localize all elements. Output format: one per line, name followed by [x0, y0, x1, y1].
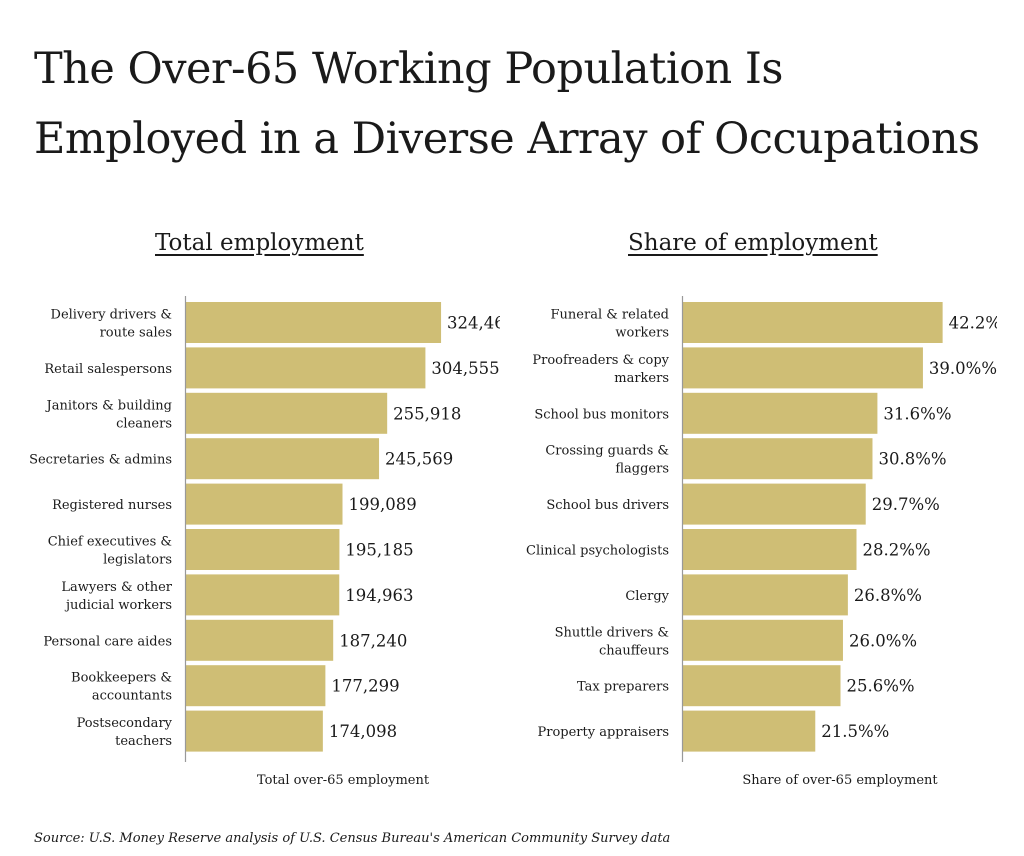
x-axis-label: Share of over-65 employment — [742, 773, 938, 788]
bar — [186, 574, 340, 616]
category-label: School bus drivers — [546, 498, 669, 513]
bar — [186, 619, 334, 661]
value-label: 21.5%% — [821, 722, 889, 741]
category-label: Shuttle drivers & — [555, 625, 669, 640]
category-label: Tax preparers — [577, 680, 669, 695]
value-label: 195,185 — [345, 541, 413, 560]
category-label: Funeral & related — [551, 308, 669, 323]
value-label: 324,460 — [447, 314, 500, 333]
bar — [186, 438, 380, 480]
share-employment-panel: Share of employment 42.2%% Funeral & rela… — [497, 222, 997, 802]
value-label: 174,098 — [329, 722, 397, 741]
value-label: 28.2%% — [862, 541, 930, 560]
bar — [683, 574, 848, 616]
category-label: accountants — [92, 689, 172, 704]
category-label: Retail salespersons — [44, 362, 172, 377]
bar — [683, 438, 873, 480]
bar — [683, 347, 923, 389]
value-label: 42.2%% — [949, 314, 997, 333]
category-label: Clinical psychologists — [526, 544, 669, 559]
bar — [186, 710, 323, 752]
share-employment-chart: 42.2%% Funeral & related workers 39.0%% Proo… — [526, 296, 997, 788]
value-label: 29.7%% — [872, 495, 940, 514]
bar — [683, 302, 943, 343]
bar — [186, 665, 326, 707]
value-label: 39.0%% — [929, 359, 997, 378]
category-label: Delivery drivers & — [51, 308, 172, 323]
category-label: Clergy — [625, 589, 669, 604]
total-employment-chart: 324,460 Delivery drivers & route sales 304,… — [29, 296, 500, 788]
bar — [683, 710, 816, 752]
value-label: 25.6%% — [846, 677, 914, 696]
share-employment-title: Share of employment — [628, 230, 878, 256]
value-label: 199,089 — [349, 495, 417, 514]
value-label: 304,555 — [431, 359, 499, 378]
category-label: judicial workers — [64, 598, 172, 613]
value-label: 31.6%% — [883, 404, 951, 423]
bar — [186, 347, 426, 389]
bar — [683, 529, 857, 570]
value-label: 255,918 — [393, 404, 461, 423]
bar — [683, 619, 843, 661]
value-label: 245,569 — [385, 450, 453, 469]
value-label: 26.0%% — [849, 631, 917, 650]
value-label: 30.8%% — [878, 450, 946, 469]
category-label: Janitors & building — [45, 398, 172, 413]
category-label: teachers — [115, 734, 172, 749]
bar — [186, 529, 340, 570]
category-label: Crossing guards & — [545, 444, 669, 459]
bar — [186, 302, 442, 343]
category-label: route sales — [100, 326, 172, 341]
bar — [683, 665, 841, 707]
bar — [683, 392, 878, 434]
category-label: flaggers — [615, 462, 669, 477]
category-label: Secretaries & admins — [29, 453, 172, 468]
total-employment-title: Total employment — [155, 230, 364, 256]
category-label: cleaners — [116, 416, 172, 431]
category-label: markers — [614, 371, 669, 386]
category-label: Proofreaders & copy — [532, 353, 669, 368]
bar — [186, 392, 388, 434]
source-note: Source: U.S. Money Reserve analysis of U… — [34, 831, 671, 846]
category-label: Lawyers & other — [61, 580, 172, 595]
category-label: Bookkeepers & — [71, 671, 172, 686]
bar — [683, 483, 866, 525]
total-employment-panel: Total employment 324,460 Delivery drivers… — [0, 222, 500, 802]
category-label: legislators — [103, 553, 172, 568]
value-label: 187,240 — [339, 631, 407, 650]
category-label: workers — [615, 326, 669, 341]
category-label: chauffeurs — [599, 643, 669, 658]
category-label: Chief executives & — [48, 535, 172, 550]
value-label: 26.8%% — [854, 586, 922, 605]
value-label: 177,299 — [331, 677, 399, 696]
category-label: School bus monitors — [534, 407, 669, 422]
value-label: 194,963 — [345, 586, 413, 605]
x-axis-label: Total over-65 employment — [257, 773, 430, 788]
bar — [186, 483, 343, 525]
chart-title: The Over-65 Working Population Is Employ… — [34, 44, 980, 164]
category-label: Property appraisers — [538, 725, 670, 740]
category-label: Postsecondary — [77, 716, 173, 731]
category-label: Personal care aides — [43, 634, 172, 649]
category-label: Registered nurses — [52, 498, 172, 513]
